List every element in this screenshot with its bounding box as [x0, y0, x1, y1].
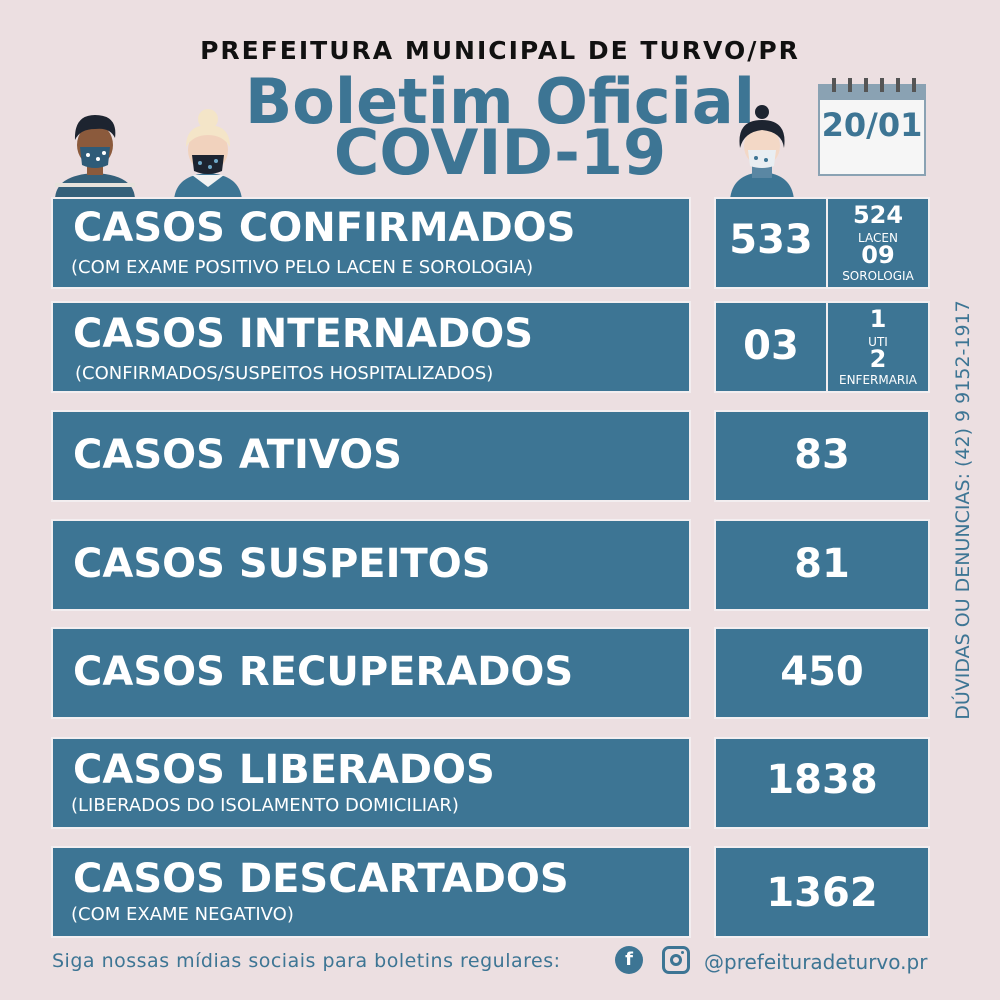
- header-org: PREFEITURA MUNICIPAL DE TURVO/PR: [200, 36, 800, 65]
- row-recuperados-label-card: CASOS RECUPERADOS: [51, 627, 691, 719]
- breakdown-b-label: ENFERMARIA: [838, 373, 918, 387]
- footer-text: Siga nossas mídias sociais para boletins…: [52, 950, 561, 972]
- person-illustration-man: [55, 115, 135, 200]
- row-ativos-value-card: 83: [714, 410, 930, 502]
- row-label: CASOS RECUPERADOS: [73, 649, 574, 695]
- row-sublabel: (CONFIRMADOS/SUSPEITOS HOSPITALIZADOS): [75, 363, 494, 384]
- row-label: CASOS ATIVOS: [73, 432, 402, 478]
- row-label: CASOS DESCARTADOS: [73, 856, 569, 902]
- row-confirmados-label-card: CASOS CONFIRMADOS (COM EXAME POSITIVO PE…: [51, 197, 691, 289]
- row-value: 1362: [766, 870, 878, 916]
- person-illustration-elder: [174, 109, 242, 200]
- row-liberados-value-card: 1838: [714, 737, 930, 829]
- row-label: CASOS SUSPEITOS: [73, 541, 491, 587]
- row-recuperados-value-card: 450: [714, 627, 930, 719]
- row-value: 1838: [766, 757, 878, 803]
- footer-handle[interactable]: @prefeituradeturvo.pr: [704, 950, 928, 974]
- row-value: 83: [794, 432, 850, 478]
- row-liberados-label-card: CASOS LIBERADOS (LIBERADOS DO ISOLAMENTO…: [51, 737, 691, 829]
- row-label: CASOS LIBERADOS: [73, 747, 495, 793]
- breakdown-b-value: 09: [861, 241, 895, 269]
- breakdown-b-value: 2: [869, 345, 887, 373]
- side-contact-text: DÚVIDAS OU DENUNCIAS: (42) 9 9152-1917: [952, 300, 974, 720]
- row-internados-label-card: CASOS INTERNADOS (CONFIRMADOS/SUSPEITOS …: [51, 301, 691, 393]
- instagram-icon[interactable]: [662, 946, 690, 974]
- breakdown-a-value: 524: [852, 201, 904, 229]
- page-subtitle: COVID-19: [333, 116, 667, 189]
- value-divider: [826, 303, 828, 391]
- breakdown-b-label: SOROLOGIA: [842, 269, 914, 283]
- facebook-icon[interactable]: f: [615, 946, 643, 974]
- row-internados-value-card: 03 1 UTI 2 ENFERMARIA: [714, 301, 930, 393]
- row-value: 533: [729, 217, 813, 263]
- row-suspeitos-label-card: CASOS SUSPEITOS: [51, 519, 691, 611]
- row-value: 450: [780, 649, 864, 695]
- calendar-icon: 20/01: [818, 76, 928, 176]
- person-illustration-woman: [730, 105, 794, 200]
- value-divider: [826, 199, 828, 287]
- row-label: CASOS INTERNADOS: [73, 311, 534, 357]
- row-confirmados-value-card: 533 524 LACEN 09 SOROLOGIA: [714, 197, 930, 289]
- calendar-date: 20/01: [821, 106, 923, 144]
- page-title: Boletim Oficial: [245, 65, 755, 138]
- row-suspeitos-value-card: 81: [714, 519, 930, 611]
- breakdown-a-value: 1: [869, 305, 887, 333]
- row-value: 03: [743, 323, 799, 369]
- row-sublabel: (LIBERADOS DO ISOLAMENTO DOMICILIAR): [71, 795, 459, 816]
- row-ativos-label-card: CASOS ATIVOS: [51, 410, 691, 502]
- breakdown-a-label: UTI: [868, 335, 888, 349]
- row-value: 81: [794, 541, 850, 587]
- breakdown-a-label: LACEN: [858, 231, 898, 245]
- row-sublabel: (COM EXAME POSITIVO PELO LACEN E SOROLOG…: [71, 257, 534, 278]
- row-sublabel: (COM EXAME NEGATIVO): [71, 904, 294, 925]
- row-descartados-label-card: CASOS DESCARTADOS (COM EXAME NEGATIVO): [51, 846, 691, 938]
- row-label: CASOS CONFIRMADOS: [73, 205, 576, 251]
- row-descartados-value-card: 1362: [714, 846, 930, 938]
